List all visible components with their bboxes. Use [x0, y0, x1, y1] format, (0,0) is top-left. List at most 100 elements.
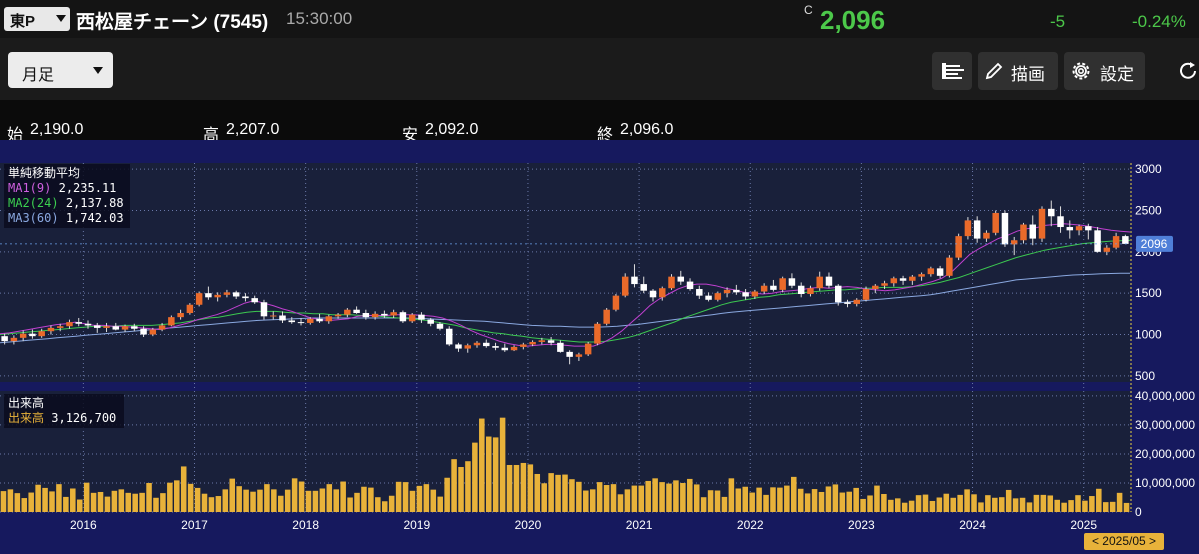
- candle-body: [38, 331, 45, 337]
- volume-bar: [569, 479, 575, 512]
- volume-tick-label: 30,000,000: [1135, 418, 1195, 432]
- volume-bar: [534, 473, 541, 512]
- volume-bar: [777, 487, 783, 512]
- volume-bar: [354, 492, 360, 512]
- period-select[interactable]: 月足: [8, 52, 113, 88]
- draw-button[interactable]: 描画: [978, 52, 1058, 90]
- volume-bar: [998, 497, 1005, 512]
- volume-bar: [284, 489, 291, 512]
- candle-body: [1094, 230, 1101, 252]
- volume-bar: [381, 501, 388, 512]
- candle-body: [121, 326, 129, 330]
- volume-tick-label: 40,000,000: [1135, 389, 1195, 403]
- candle-body: [399, 312, 407, 322]
- draw-label: 描画: [1011, 65, 1045, 84]
- candle-body: [872, 285, 879, 290]
- volume-bar: [874, 485, 880, 512]
- candle-body: [584, 343, 592, 355]
- volume-bar: [825, 486, 832, 512]
- volume-bar: [409, 490, 416, 512]
- candle-body: [751, 291, 759, 297]
- candle-body: [520, 344, 527, 347]
- candle-body: [297, 322, 305, 324]
- quote-time: 15:30:00: [286, 9, 353, 28]
- volume-bar: [1040, 494, 1047, 512]
- volume-bar: [985, 495, 991, 512]
- candle-menu-icon: [942, 63, 964, 79]
- candle-body: [390, 312, 397, 316]
- volume-legend: 出来高 出来高 3,126,700: [4, 394, 124, 428]
- candle-body: [899, 278, 907, 281]
- candle-body: [353, 309, 360, 314]
- volume-bar: [1033, 494, 1040, 512]
- candle-body: [19, 333, 27, 338]
- candle-body: [612, 295, 620, 310]
- volume-bar: [146, 482, 152, 512]
- volume-bar: [451, 459, 457, 512]
- last-price-tag: [1136, 235, 1173, 252]
- volume-bar: [305, 490, 312, 512]
- volume-bar: [319, 488, 326, 512]
- open-label: 始: [7, 127, 24, 144]
- candle-body: [927, 268, 935, 275]
- cursor-date-box[interactable]: < 2025/05 >: [1084, 533, 1164, 550]
- volume-bar: [1109, 501, 1116, 512]
- volume-bar: [222, 489, 229, 512]
- candle-body: [94, 325, 101, 328]
- volume-bar: [90, 492, 97, 512]
- volume-bar: [881, 494, 887, 512]
- volume-bar: [978, 502, 984, 512]
- volume-bar: [250, 491, 256, 512]
- volume-bar: [742, 486, 749, 512]
- candle-body: [723, 289, 731, 294]
- volume-value: 3,126,700: [51, 411, 117, 425]
- volume-bar: [617, 494, 624, 512]
- ma-legend: 単純移動平均 MA1(9) 2,235.11 MA2(24) 2,137.88 …: [4, 164, 130, 228]
- volume-bar: [596, 482, 603, 512]
- stock-title: 西松屋チェーン (7545): [76, 12, 269, 33]
- volume-tick-label: 10,000,000: [1135, 476, 1195, 490]
- current-price: 2,096: [820, 5, 886, 35]
- candle-body: [825, 276, 833, 286]
- candle-body: [232, 292, 240, 297]
- gear-icon: [1072, 62, 1090, 80]
- x-tick-label: 2019: [403, 518, 430, 532]
- price-volume-chart[interactable]: 2016 2017 2018 2019 2020 2021 2022 2023 2024 2025…: [0, 140, 1199, 554]
- candle-body: [696, 289, 703, 296]
- candle-body: [659, 288, 666, 298]
- volume-bar: [236, 486, 242, 512]
- volume-bar: [527, 464, 534, 512]
- volume-bar: [83, 482, 90, 512]
- candle-body: [344, 309, 351, 315]
- candle-body: [770, 285, 777, 290]
- volume-bar: [180, 466, 187, 512]
- volume-bar: [125, 492, 132, 512]
- volume-bar: [257, 489, 263, 512]
- chart-area[interactable]: 2016 2017 2018 2019 2020 2021 2022 2023 2024 2025…: [0, 140, 1199, 554]
- volume-bar: [659, 482, 665, 512]
- candle-body: [566, 351, 573, 357]
- volume-bar: [7, 489, 14, 512]
- volume-bar: [971, 494, 977, 512]
- volume-bar: [1054, 499, 1060, 512]
- market-select[interactable]: 東P: [4, 7, 70, 31]
- volume-bar: [430, 489, 437, 512]
- volume-tick-label: 20,000,000: [1135, 447, 1195, 461]
- volume-bar: [21, 498, 28, 512]
- candle-body: [816, 276, 823, 289]
- candle-body: [334, 314, 342, 317]
- volume-bar: [506, 464, 513, 512]
- close-label: 終: [597, 127, 614, 144]
- candle-body: [1075, 226, 1083, 231]
- price-tick-label: 500: [1135, 369, 1155, 383]
- candle-body: [307, 318, 314, 323]
- caret-down-icon: [93, 67, 103, 74]
- settings-button[interactable]: 設定: [1064, 52, 1145, 90]
- x-tick-label: 2017: [181, 518, 208, 532]
- refresh-icon[interactable]: [1178, 60, 1199, 82]
- volume-bar: [63, 496, 69, 512]
- volume-bar: [76, 499, 83, 512]
- volume-bar: [167, 482, 173, 512]
- indicator-menu-button[interactable]: [932, 52, 972, 90]
- candle-body: [186, 304, 194, 314]
